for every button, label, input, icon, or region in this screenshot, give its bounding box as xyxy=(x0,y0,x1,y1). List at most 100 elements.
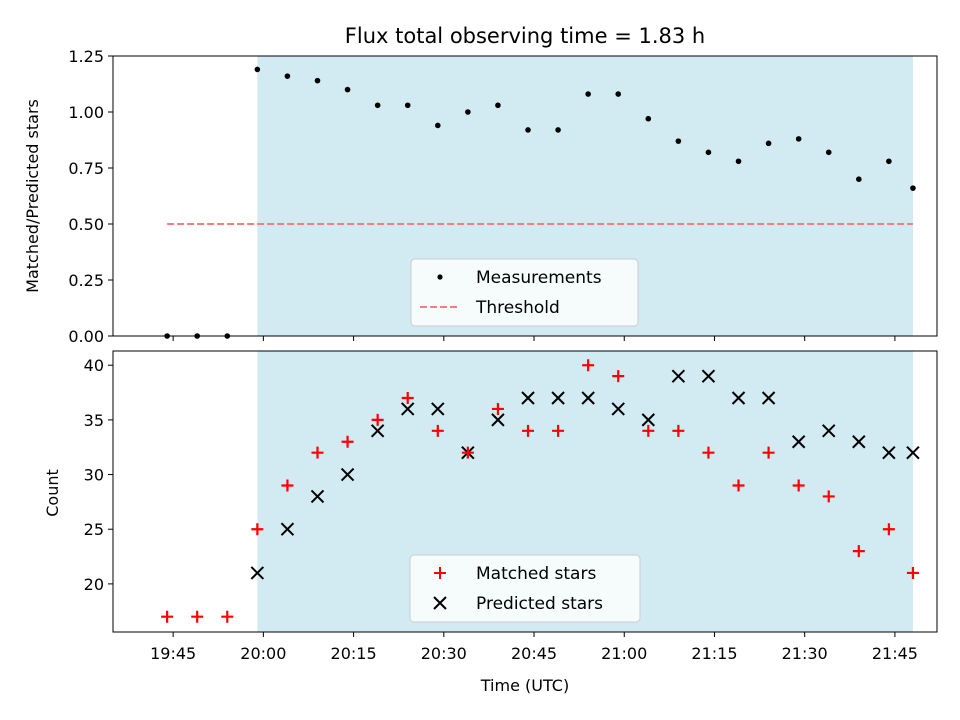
legend-predicted-label: Predicted stars xyxy=(476,594,603,614)
matched-stars-point xyxy=(822,490,835,503)
predicted-stars-point xyxy=(761,391,776,405)
legend-measurements-label: Measurements xyxy=(476,268,602,288)
measurement-point xyxy=(705,149,712,156)
measurement-point xyxy=(910,185,916,191)
predicted-stars-point xyxy=(581,391,595,405)
measurement-point xyxy=(495,102,501,109)
matched-stars-point xyxy=(522,424,535,437)
matched-stars-point xyxy=(672,424,685,437)
legend-threshold-label: Threshold xyxy=(475,298,560,318)
matched-stars-point xyxy=(191,610,204,623)
legend-matched-label: Matched stars xyxy=(476,564,596,584)
predicted-stars-point xyxy=(521,391,535,405)
y-tick-label: 0.75 xyxy=(68,159,104,178)
predicted-stars-point xyxy=(641,413,656,427)
measurement-point xyxy=(374,102,381,109)
matched-stars-point xyxy=(431,424,444,437)
chart-title: Flux total observing time = 1.83 h xyxy=(345,24,705,48)
measurement-point xyxy=(825,149,832,156)
matched-stars-point xyxy=(311,446,324,459)
legend-predicted-marker xyxy=(433,596,447,610)
x-tick-label: 21:15 xyxy=(691,644,737,663)
predicted-stars-point xyxy=(370,424,385,438)
matched-stars-point xyxy=(371,413,384,426)
x-tick-label: 21:00 xyxy=(601,644,647,663)
y-tick-label: 35 xyxy=(84,411,104,430)
x-tick-label: 19:45 xyxy=(150,644,196,663)
predicted-stars-point xyxy=(701,369,716,383)
ratio-y-axis-label: Matched/Predicted stars xyxy=(23,99,42,293)
legend-matched-marker xyxy=(434,567,446,579)
predicted-stars-point xyxy=(491,413,505,427)
measurement-point xyxy=(314,77,321,84)
x-tick-label: 21:30 xyxy=(782,644,828,663)
ratio-legend-box xyxy=(410,258,639,327)
matched-stars-point xyxy=(341,435,354,448)
matched-stars-point xyxy=(612,370,625,383)
matched-stars-point xyxy=(221,610,234,623)
count-legend-box xyxy=(409,554,641,623)
predicted-stars-point xyxy=(551,391,565,405)
measurement-point xyxy=(585,91,591,97)
matched-stars-point xyxy=(642,424,655,437)
measurement-point xyxy=(735,158,742,165)
measurement-point xyxy=(615,91,622,97)
y-tick-label: 25 xyxy=(84,520,104,539)
predicted-stars-point xyxy=(791,435,806,449)
x-tick-label: 20:15 xyxy=(331,644,377,663)
x-axis-label: Time (UTC) xyxy=(480,676,569,695)
matched-stars-point xyxy=(732,479,745,492)
x-tick-label: 21:45 xyxy=(872,644,918,663)
measurement-point xyxy=(465,109,471,115)
ratio-plot-frame xyxy=(112,55,938,337)
predicted-stars-point xyxy=(611,402,625,416)
predicted-stars-point xyxy=(401,402,415,416)
matched-stars-point xyxy=(251,523,264,536)
x-tick-label: 20:00 xyxy=(240,644,286,663)
measurement-point xyxy=(886,158,892,165)
y-tick-label: 0.25 xyxy=(68,271,104,290)
matched-stars-point xyxy=(281,479,294,492)
y-tick-label: 40 xyxy=(84,356,104,375)
y-tick-label: 0.00 xyxy=(68,327,104,346)
ratio-legend: Measurements Threshold xyxy=(410,258,639,327)
matched-stars-point xyxy=(582,359,595,372)
measurement-point xyxy=(555,127,561,133)
matched-stars-point xyxy=(882,523,895,536)
count-y-axis-label: Count xyxy=(43,469,62,517)
matched-stars-point xyxy=(401,392,414,405)
matched-stars-point xyxy=(762,446,775,459)
measurement-point xyxy=(645,115,652,122)
y-tick-label: 20 xyxy=(84,575,104,594)
predicted-stars-point xyxy=(852,435,866,449)
measurement-point xyxy=(765,140,772,147)
matched-stars-point xyxy=(792,479,805,492)
x-tick-label: 20:45 xyxy=(511,644,557,663)
measurement-point xyxy=(254,66,261,73)
measurement-point xyxy=(525,127,531,133)
predicted-stars-point xyxy=(310,489,325,504)
measurement-point xyxy=(284,73,291,79)
measurement-point xyxy=(795,136,802,142)
predicted-stars-point xyxy=(340,467,355,482)
matched-stars-point xyxy=(852,545,865,558)
predicted-stars-point xyxy=(731,391,746,405)
predicted-stars-point xyxy=(250,566,265,580)
matched-stars-point xyxy=(552,424,565,437)
matched-stars-point xyxy=(461,446,474,459)
predicted-stars-point xyxy=(671,369,686,383)
measurement-point xyxy=(404,102,411,109)
y-tick-label: 0.50 xyxy=(68,215,104,234)
matched-stars-point xyxy=(161,610,174,623)
predicted-stars-point xyxy=(280,522,295,536)
matched-stars-point xyxy=(906,566,919,579)
measurement-point xyxy=(856,176,862,182)
matched-stars-point xyxy=(702,446,715,459)
predicted-stars-point xyxy=(822,424,836,438)
legend-measurements-marker xyxy=(437,274,443,280)
count-plot-frame xyxy=(112,350,938,633)
measurement-point xyxy=(344,86,351,93)
x-tick-label: 20:30 xyxy=(421,644,467,663)
y-tick-label: 30 xyxy=(84,466,104,485)
